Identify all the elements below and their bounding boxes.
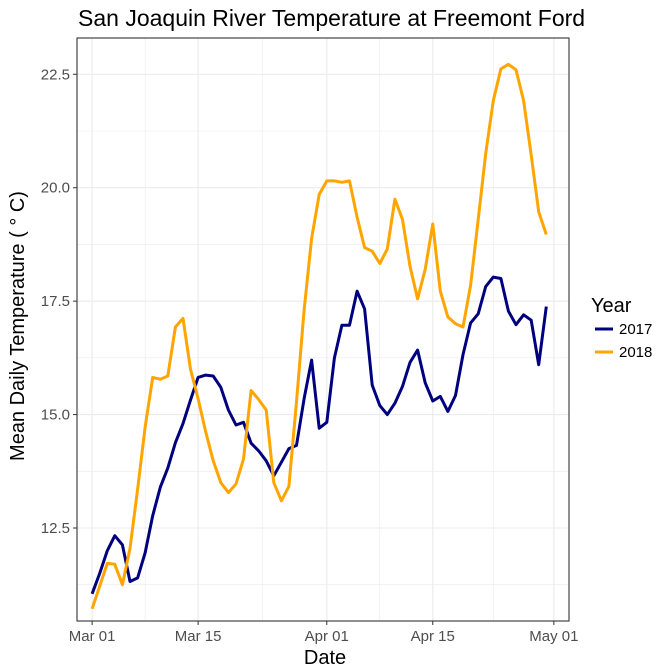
x-tick-label: Mar 15: [175, 628, 222, 645]
series-line-2018: [90, 62, 548, 610]
legend-title: Year: [591, 295, 632, 317]
y-tick-label: 20.0: [41, 180, 70, 197]
legend-label-2017: 2017: [619, 321, 652, 338]
y-axis-title: Mean Daily Temperature ( ° C): [7, 191, 29, 461]
plot-area: 12.5 15.0 17.5 20.0 22.5 Mar 01 Mar 15 Apr 01 Ap…: [41, 37, 578, 645]
series-line-2017: [90, 275, 548, 595]
legend-label-2018: 2018: [619, 344, 652, 361]
x-tick-label: Mar 01: [69, 628, 116, 645]
y-tick-label: 15.0: [41, 407, 70, 424]
y-tick-label: 17.5: [41, 293, 70, 310]
y-tick-label: 22.5: [41, 66, 70, 83]
legend: Year 2017 2018: [591, 295, 652, 361]
panel-border: [76, 37, 570, 622]
x-axis-title: Date: [304, 647, 346, 669]
x-tick-label: Apr 15: [411, 628, 455, 645]
x-tick-label: Apr 01: [305, 628, 349, 645]
x-tick-label: May 01: [529, 628, 578, 645]
y-tick-label: 12.5: [41, 520, 70, 537]
chart-title: San Joaquin River Temperature at Freemon…: [78, 5, 585, 31]
